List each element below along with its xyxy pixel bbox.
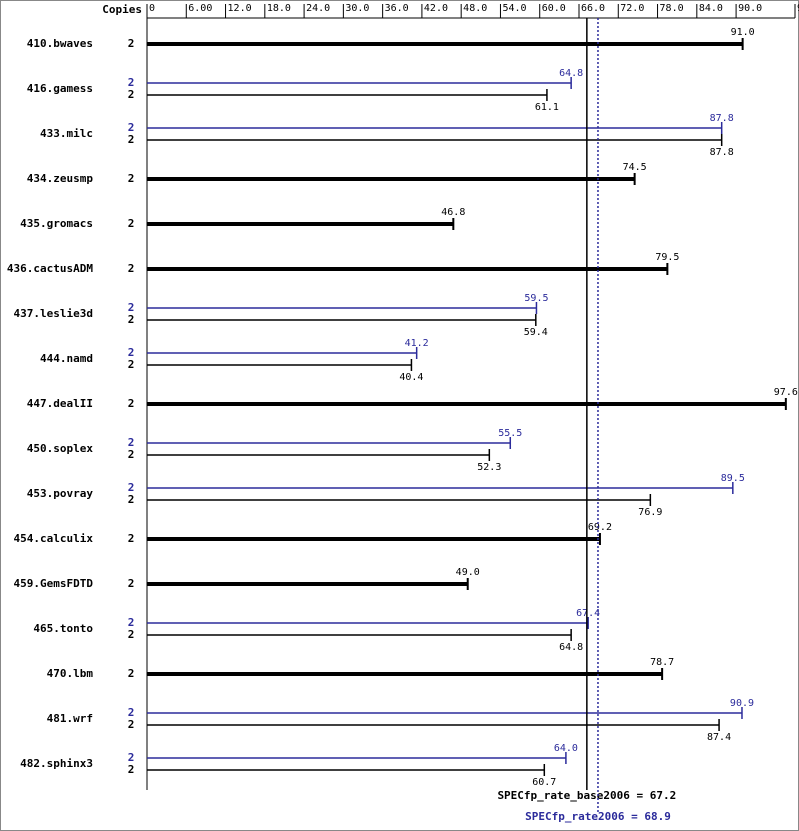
x-tick-label: 54.0: [502, 3, 526, 14]
value-label: 59.5: [524, 293, 548, 304]
benchmark-label: 465.tonto: [33, 622, 93, 635]
copies-label: 2: [128, 358, 135, 371]
benchmark-label: 450.soplex: [27, 442, 94, 455]
benchmark-label: 481.wrf: [47, 712, 93, 725]
benchmark-label: 410.bwaves: [27, 37, 93, 50]
value-label: 89.5: [721, 473, 745, 484]
copies-label: 2: [128, 346, 135, 359]
benchmark-label: 416.gamess: [27, 82, 93, 95]
copies-label: 2: [128, 577, 135, 590]
value-label: 69.2: [588, 522, 612, 533]
copies-label: 2: [128, 172, 135, 185]
value-label: 61.1: [535, 102, 559, 113]
value-label: 64.0: [554, 743, 578, 754]
value-label: 64.8: [559, 642, 583, 653]
value-label: 79.5: [655, 252, 679, 263]
value-label: 52.3: [477, 462, 501, 473]
copies-label: 2: [128, 481, 135, 494]
value-label: 90.9: [730, 698, 754, 709]
value-label: 74.5: [623, 162, 647, 173]
x-tick-label: 99.0: [797, 3, 799, 14]
benchmark-label: 433.milc: [40, 127, 93, 140]
benchmark-label: 454.calculix: [14, 532, 94, 545]
reference-label: SPECfp_rate2006 = 68.9: [525, 810, 671, 823]
copies-label: 2: [128, 751, 135, 764]
copies-label: 2: [128, 88, 135, 101]
x-tick-label: 84.0: [699, 3, 723, 14]
x-tick-label: 30.0: [345, 3, 369, 14]
copies-label: 2: [128, 217, 135, 230]
copies-header: Copies: [102, 3, 142, 16]
value-label: 49.0: [456, 567, 480, 578]
value-label: 59.4: [524, 327, 548, 338]
value-label: 91.0: [731, 27, 755, 38]
x-tick-label: 12.0: [228, 3, 252, 14]
copies-label: 2: [128, 301, 135, 314]
copies-label: 2: [128, 532, 135, 545]
value-label: 87.4: [707, 732, 731, 743]
x-tick-label: 36.0: [385, 3, 409, 14]
copies-label: 2: [128, 76, 135, 89]
x-tick-label: 90.0: [738, 3, 762, 14]
x-tick-label: 0: [149, 3, 155, 14]
x-tick-label: 60.0: [542, 3, 566, 14]
value-label: 76.9: [638, 507, 662, 518]
benchmark-label: 436.cactusADM: [7, 262, 93, 275]
benchmark-label: 444.namd: [40, 352, 93, 365]
copies-label: 2: [128, 718, 135, 731]
copies-label: 2: [128, 37, 135, 50]
value-label: 46.8: [441, 207, 465, 218]
value-label: 60.7: [532, 777, 556, 788]
copies-label: 2: [128, 436, 135, 449]
benchmark-label: 434.zeusmp: [27, 172, 94, 185]
x-tick-label: 24.0: [306, 3, 330, 14]
reference-label: SPECfp_rate_base2006 = 67.2: [497, 789, 676, 802]
copies-label: 2: [128, 133, 135, 146]
value-label: 87.8: [710, 147, 734, 158]
copies-label: 2: [128, 628, 135, 641]
value-label: 41.2: [405, 338, 429, 349]
x-tick-label: 6.00: [188, 3, 212, 14]
value-label: 40.4: [399, 372, 423, 383]
copies-label: 2: [128, 763, 135, 776]
value-label: 55.5: [498, 428, 522, 439]
benchmark-label: 459.GemsFDTD: [14, 577, 94, 590]
copies-label: 2: [128, 667, 135, 680]
benchmark-label: 470.lbm: [47, 667, 94, 680]
x-tick-label: 78.0: [660, 3, 684, 14]
copies-label: 2: [128, 262, 135, 275]
x-tick-label: 48.0: [463, 3, 487, 14]
copies-label: 2: [128, 448, 135, 461]
value-label: 87.8: [710, 113, 734, 124]
copies-label: 2: [128, 313, 135, 326]
x-tick-label: 66.0: [581, 3, 605, 14]
benchmark-label: 435.gromacs: [20, 217, 93, 230]
benchmark-label: 437.leslie3d: [14, 307, 93, 320]
copies-label: 2: [128, 706, 135, 719]
benchmark-label: 453.povray: [27, 487, 94, 500]
copies-label: 2: [128, 493, 135, 506]
x-tick-label: 72.0: [620, 3, 644, 14]
value-label: 78.7: [650, 657, 674, 668]
value-label: 64.8: [559, 68, 583, 79]
x-tick-label: 18.0: [267, 3, 291, 14]
value-label: 67.4: [576, 608, 600, 619]
x-tick-label: 42.0: [424, 3, 448, 14]
copies-label: 2: [128, 616, 135, 629]
benchmark-label: 482.sphinx3: [20, 757, 93, 770]
value-label: 97.6: [774, 387, 798, 398]
copies-label: 2: [128, 397, 135, 410]
benchmark-label: 447.dealII: [27, 397, 93, 410]
copies-label: 2: [128, 121, 135, 134]
